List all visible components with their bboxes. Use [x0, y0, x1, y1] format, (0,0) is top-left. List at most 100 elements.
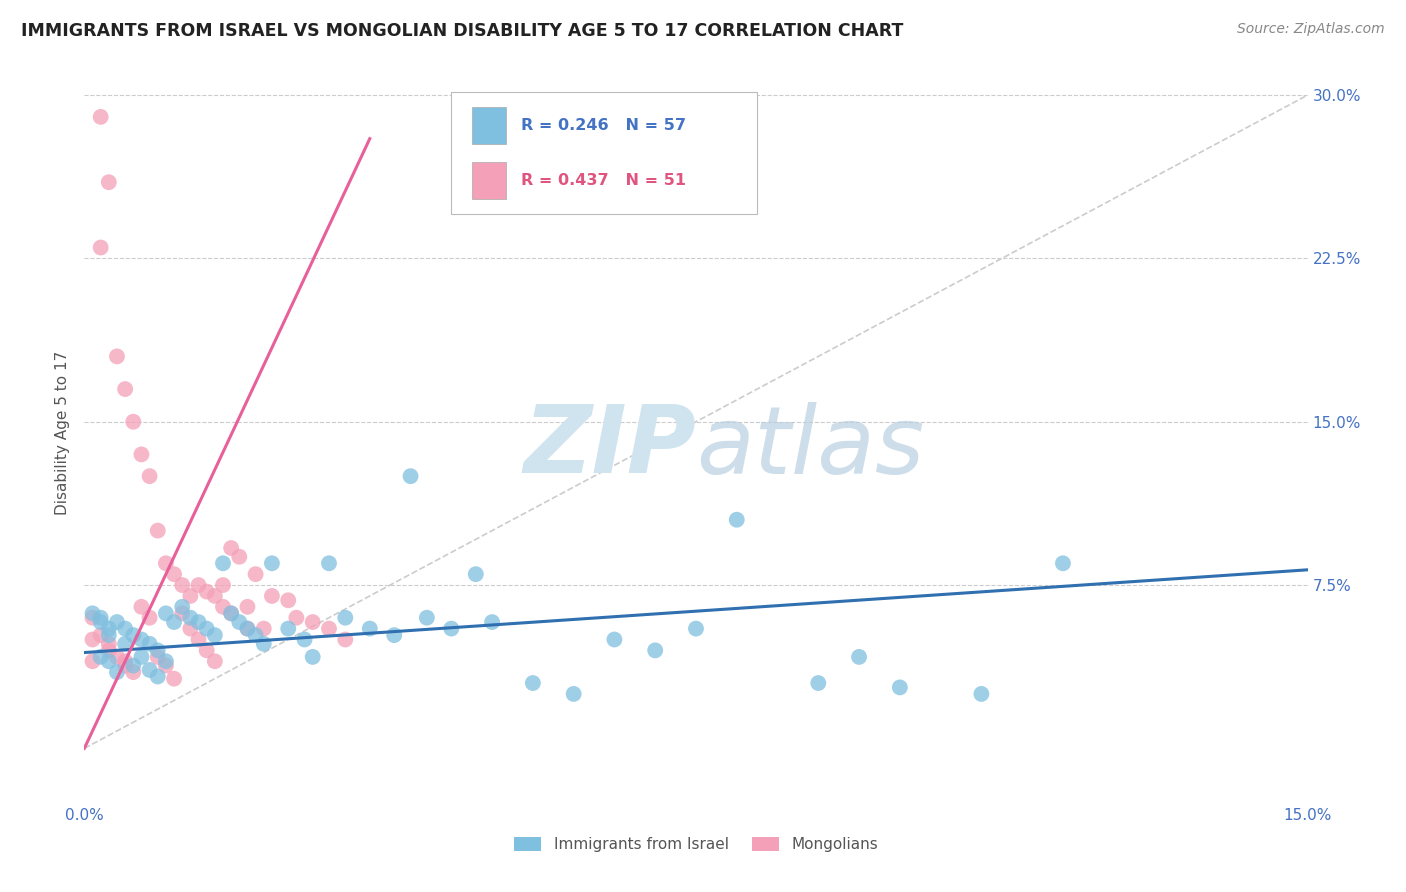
Point	[105, 615, 128, 629]
Point	[399, 469, 422, 483]
Point	[172, 599, 194, 614]
Point	[179, 589, 201, 603]
Point	[212, 578, 235, 592]
Point	[253, 637, 276, 651]
Point	[146, 669, 169, 683]
Point	[260, 589, 283, 603]
Point	[82, 611, 104, 625]
Point	[138, 663, 160, 677]
Point	[187, 615, 209, 629]
Point	[138, 637, 160, 651]
Point	[97, 175, 120, 189]
FancyBboxPatch shape	[472, 162, 506, 199]
Point	[172, 578, 194, 592]
Point	[644, 643, 666, 657]
Point	[219, 607, 242, 621]
Point	[562, 687, 585, 701]
Point	[359, 622, 381, 636]
Point	[163, 615, 186, 629]
Y-axis label: Disability Age 5 to 17: Disability Age 5 to 17	[55, 351, 70, 515]
Point	[195, 622, 218, 636]
Point	[146, 649, 169, 664]
Point	[155, 658, 177, 673]
FancyBboxPatch shape	[472, 107, 506, 144]
Point	[138, 611, 160, 625]
Point	[685, 622, 707, 636]
Point	[219, 541, 242, 555]
Point	[301, 615, 323, 629]
Point	[131, 649, 153, 664]
Point	[1052, 556, 1074, 570]
Point	[212, 556, 235, 570]
Point	[155, 607, 177, 621]
Point	[253, 622, 276, 636]
Legend: Immigrants from Israel, Mongolians: Immigrants from Israel, Mongolians	[508, 830, 884, 858]
Point	[114, 622, 136, 636]
Point	[204, 654, 226, 668]
Point	[90, 628, 112, 642]
Point	[889, 681, 911, 695]
Point	[204, 628, 226, 642]
Point	[163, 672, 186, 686]
Point	[122, 658, 145, 673]
Point	[195, 643, 218, 657]
FancyBboxPatch shape	[451, 92, 758, 214]
Point	[131, 447, 153, 461]
Point	[179, 622, 201, 636]
Point	[163, 567, 186, 582]
Point	[187, 578, 209, 592]
Point	[236, 599, 259, 614]
Point	[114, 658, 136, 673]
Point	[122, 628, 145, 642]
Point	[277, 622, 299, 636]
Point	[90, 240, 112, 255]
Point	[114, 637, 136, 651]
Point	[97, 654, 120, 668]
Text: atlas: atlas	[696, 402, 924, 493]
Point	[195, 584, 218, 599]
Point	[970, 687, 993, 701]
Point	[236, 622, 259, 636]
Point	[97, 628, 120, 642]
Text: R = 0.437   N = 51: R = 0.437 N = 51	[522, 173, 686, 188]
Point	[245, 628, 267, 642]
Point	[285, 611, 308, 625]
Point	[725, 513, 748, 527]
Point	[335, 611, 357, 625]
Point	[122, 665, 145, 680]
Point	[97, 643, 120, 657]
Point	[277, 593, 299, 607]
Point	[90, 110, 112, 124]
Point	[294, 632, 316, 647]
Point	[807, 676, 830, 690]
Point	[245, 567, 267, 582]
Text: Source: ZipAtlas.com: Source: ZipAtlas.com	[1237, 22, 1385, 37]
Point	[187, 632, 209, 647]
Point	[212, 599, 235, 614]
Point	[90, 649, 112, 664]
Point	[228, 615, 250, 629]
Point	[97, 622, 120, 636]
Point	[440, 622, 463, 636]
Point	[146, 524, 169, 538]
Point	[260, 556, 283, 570]
Point	[382, 628, 405, 642]
Point	[105, 665, 128, 680]
Point	[318, 556, 340, 570]
Point	[228, 549, 250, 564]
Point	[105, 350, 128, 364]
Point	[301, 649, 323, 664]
Point	[146, 643, 169, 657]
Point	[82, 632, 104, 647]
Point	[219, 607, 242, 621]
Point	[481, 615, 503, 629]
Point	[138, 469, 160, 483]
Point	[848, 649, 870, 664]
Point	[155, 654, 177, 668]
Point	[97, 637, 120, 651]
Point	[522, 676, 544, 690]
Text: ZIP: ZIP	[523, 401, 696, 493]
Text: R = 0.246   N = 57: R = 0.246 N = 57	[522, 118, 686, 133]
Point	[416, 611, 439, 625]
Point	[318, 622, 340, 636]
